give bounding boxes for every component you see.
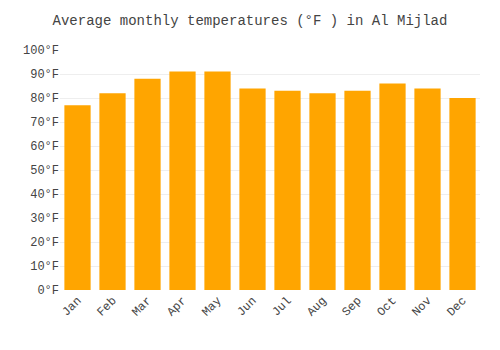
- svg-text:80°F: 80°F: [30, 92, 59, 106]
- svg-text:100°F: 100°F: [23, 44, 59, 58]
- svg-text:Mar: Mar: [129, 294, 154, 319]
- svg-text:20°F: 20°F: [30, 236, 59, 250]
- svg-text:Apr: Apr: [164, 294, 189, 319]
- svg-text:Average monthly temperatures (: Average monthly temperatures (°F ) in Al…: [53, 13, 448, 29]
- svg-text:0°F: 0°F: [37, 284, 59, 298]
- svg-text:10°F: 10°F: [30, 260, 59, 274]
- svg-text:Oct: Oct: [374, 294, 399, 319]
- svg-text:Jul: Jul: [269, 294, 294, 319]
- svg-text:30°F: 30°F: [30, 212, 59, 226]
- svg-text:Aug: Aug: [304, 294, 329, 319]
- svg-text:60°F: 60°F: [30, 140, 59, 154]
- svg-text:Jan: Jan: [59, 294, 84, 319]
- svg-text:40°F: 40°F: [30, 188, 59, 202]
- svg-text:Dec: Dec: [444, 294, 469, 319]
- svg-text:Jun: Jun: [234, 294, 259, 319]
- svg-text:Sep: Sep: [339, 294, 364, 319]
- svg-text:90°F: 90°F: [30, 68, 59, 82]
- svg-text:May: May: [199, 294, 224, 319]
- svg-text:50°F: 50°F: [30, 164, 59, 178]
- svg-text:Feb: Feb: [94, 294, 119, 319]
- svg-text:Nov: Nov: [409, 294, 434, 319]
- svg-text:70°F: 70°F: [30, 116, 59, 130]
